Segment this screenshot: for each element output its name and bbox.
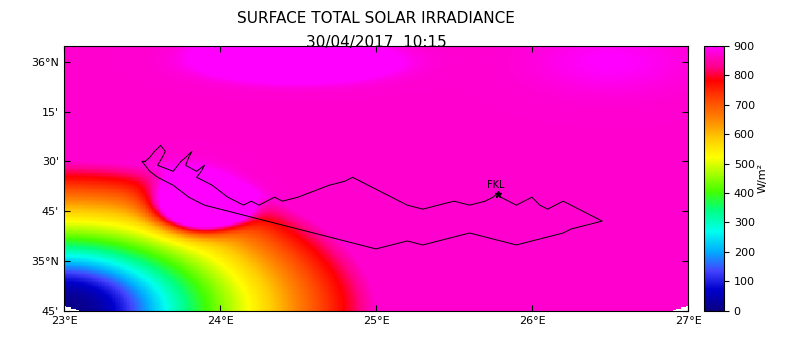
Y-axis label: W/m²: W/m² xyxy=(758,163,768,193)
Text: 30/04/2017  10:15: 30/04/2017 10:15 xyxy=(306,35,446,50)
Text: FKL: FKL xyxy=(486,180,504,190)
Text: SURFACE TOTAL SOLAR IRRADIANCE: SURFACE TOTAL SOLAR IRRADIANCE xyxy=(237,11,515,25)
